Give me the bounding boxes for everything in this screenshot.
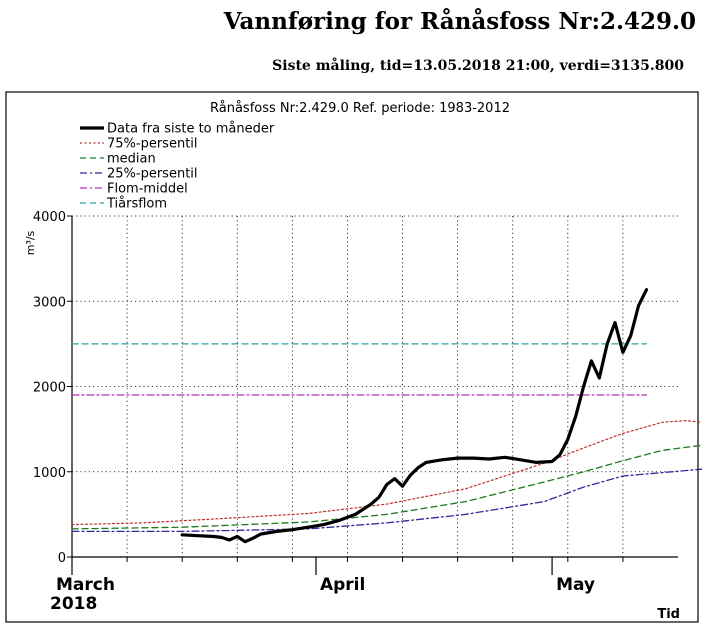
series-line-data: [180, 288, 649, 544]
series-layer: [71, 288, 703, 544]
x-tick-label: March: [56, 575, 115, 595]
legend-label-p25: 25%-persentil: [107, 167, 198, 182]
series-line-p25: [71, 468, 703, 533]
x-tick-label: May: [556, 575, 595, 595]
y-tick-label: 0: [58, 551, 66, 566]
y-tick-label: 1000: [33, 466, 66, 481]
y-tick-label: 3000: [33, 295, 66, 310]
chart-frame: [5, 91, 699, 623]
grid-layer: [72, 215, 678, 557]
page-subtitle: Siste måling, tid=13.05.2018 21:00, verd…: [272, 58, 684, 74]
series-line-p75: [71, 420, 703, 526]
y-tick-label: 2000: [33, 381, 66, 396]
legend-label-median: median: [107, 152, 156, 167]
legend: Data fra siste to måneder75%-persentilme…: [80, 122, 275, 212]
legend-label-p75: 75%-persentil: [107, 137, 198, 152]
x-tick-label: April: [320, 575, 365, 595]
legend-label-data: Data fra siste to måneder: [107, 122, 275, 137]
x-tick-sublabel: 2018: [50, 594, 97, 614]
y-tick-label: 4000: [33, 210, 66, 225]
y-axis-label: m³/s: [24, 230, 37, 255]
chart-title: Rånåsfoss Nr:2.429.0 Ref. periode: 1983-…: [210, 101, 510, 116]
legend-label-flom_middel: Flom-middel: [107, 182, 188, 197]
x-axis-label: Tid: [657, 607, 680, 622]
page-title: Vannføring for Rånåsfoss Nr:2.429.0: [223, 8, 696, 35]
legend-label-tiarsflom: Tiårsflom: [106, 197, 167, 212]
series-line-median: [71, 444, 703, 530]
